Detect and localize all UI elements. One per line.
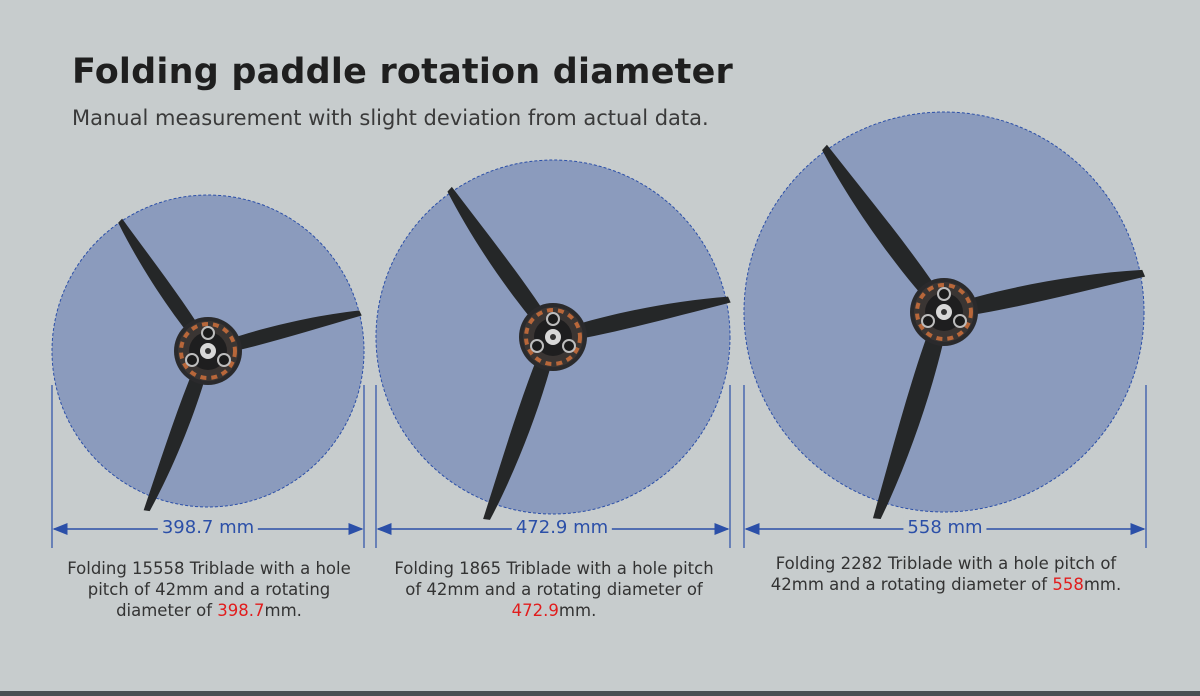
bottom-divider [0,691,1200,696]
prop-1-caption: Folding 15558 Triblade with a hole pitch… [58,558,360,621]
prop-3-caption-diameter: 558 [1052,575,1084,594]
prop-3-caption: Folding 2282 Triblade with a hole pitch … [756,553,1136,595]
page-title: Folding paddle rotation diameter [72,52,733,92]
prop-2-caption: Folding 1865 Triblade with a hole pitch … [384,558,724,621]
prop-3-group [743,111,1147,548]
prop-1-caption-unit: mm. [264,601,302,620]
prop-1-caption-text: Folding 15558 Triblade with a hole pitch… [67,559,351,620]
prop-2-group [375,159,733,548]
prop-3-caption-unit: mm. [1083,575,1122,594]
prop-3-dimension-label: 558 mm [903,517,987,538]
prop-2-caption-diameter: 472.9 [511,601,559,620]
page-subtitle: Manual measurement with slight deviation… [72,106,709,130]
prop-2-dimension-label: 472.9 mm [511,517,613,538]
prop-1-dimension-label: 398.7 mm [157,517,259,538]
prop-1-caption-diameter: 398.7 [217,601,265,620]
prop-2-caption-unit: mm. [558,601,597,620]
prop-1-group [51,194,365,548]
prop-3-caption-text: Folding 2282 Triblade with a hole pitch … [770,554,1117,594]
prop-2-caption-text: Folding 1865 Triblade with a hole pitch … [394,559,714,599]
